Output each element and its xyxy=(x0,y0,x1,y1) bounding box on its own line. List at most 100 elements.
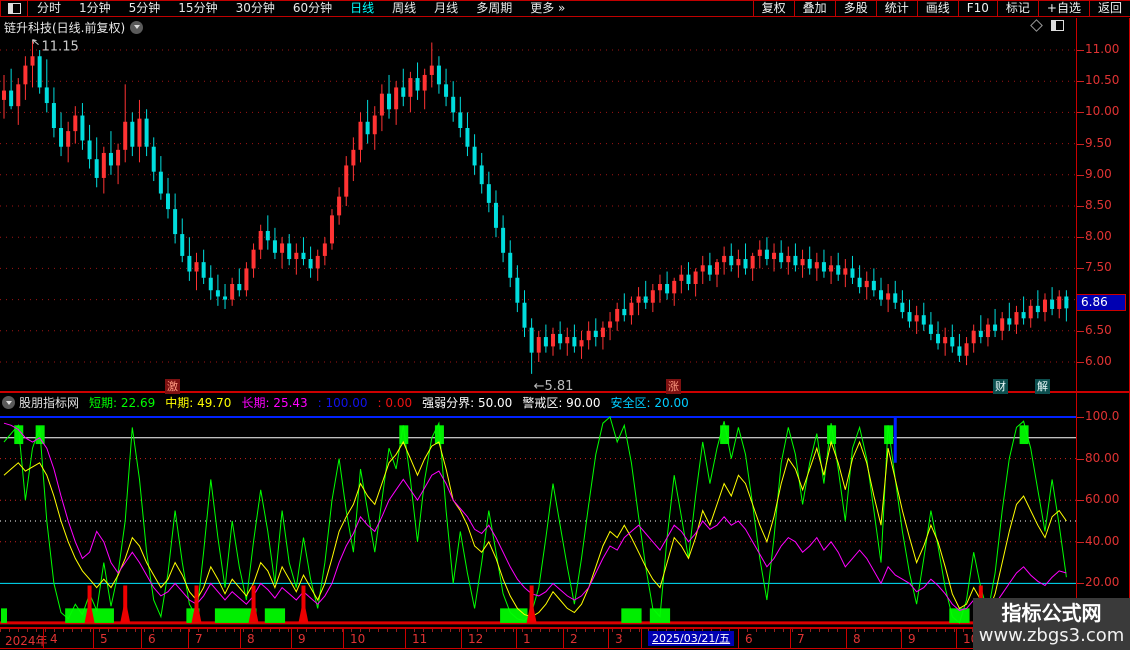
month-separator xyxy=(641,629,642,648)
price-tick xyxy=(1077,112,1084,114)
price-axis: 11.00 10.50 10.00 9.50 9.00 8.50 8.00 7.50 6.50 6… xyxy=(1076,18,1130,650)
timeline-label: 10 xyxy=(350,632,366,646)
timeline-label: 2024年 xyxy=(5,634,48,648)
panel-layout-icon[interactable] xyxy=(1051,20,1064,31)
watermark-title: 指标公式网 xyxy=(1001,601,1102,625)
tools-menu: 复权 叠加 多股 统计 画线 F10 标记 +自选 返回 xyxy=(752,1,1130,16)
indicator-axis-label: 100.0 xyxy=(1085,409,1120,423)
indicator-axis-label: 60.00 xyxy=(1085,492,1120,507)
tool-button[interactable]: 返回 xyxy=(1088,1,1130,16)
month-separator xyxy=(608,629,609,648)
timeline-label: 2 xyxy=(570,632,578,646)
indicator-param: 股朋指标网 xyxy=(19,396,80,410)
watermark-url: www.zbgs3.com xyxy=(978,625,1125,646)
tool-button[interactable]: 多股 xyxy=(834,1,876,16)
period-tab[interactable]: 1分钟 xyxy=(79,1,111,15)
indicator-tick xyxy=(1077,541,1084,543)
timeline-label: 3 xyxy=(615,632,623,646)
event-marker: 涨 xyxy=(666,379,681,394)
price-tick xyxy=(1077,237,1084,239)
tool-button[interactable]: F10 xyxy=(957,1,997,16)
tool-button[interactable]: +自选 xyxy=(1037,1,1089,16)
month-separator xyxy=(93,629,94,648)
indicator-param: : 0.00 xyxy=(377,395,413,410)
price-tick xyxy=(1077,143,1084,145)
period-menu: 分时 1分钟 5分钟 15分钟 30分钟 60分钟 日线 周线 月线 多周期 更多 » xyxy=(28,1,574,16)
month-separator xyxy=(43,629,44,648)
month-separator xyxy=(188,629,189,648)
collapse-chevron-icon[interactable] xyxy=(130,20,144,34)
month-separator xyxy=(846,629,847,648)
period-toolbar: 分时 1分钟 5分钟 15分钟 30分钟 60分钟 日线 周线 月线 多周期 更多 » 复权 叠加 多股… xyxy=(0,0,1130,17)
price-axis-label: 6.50 xyxy=(1085,322,1112,337)
indicator-axis-label: 80.00 xyxy=(1085,450,1120,465)
candlestick-chart[interactable]: 11.15 ←5.81 激 涨 财 解 xyxy=(0,36,1076,394)
price-axis-label: 6.00 xyxy=(1085,354,1112,368)
indicator-collapse-icon[interactable] xyxy=(2,396,15,409)
price-axis-label: 9.00 xyxy=(1085,166,1112,181)
indicator-param: 长期: 25.43 xyxy=(241,396,308,410)
price-axis-label: 10.00 xyxy=(1085,104,1120,119)
timeline-label: 8 xyxy=(853,632,861,646)
indicator-tick xyxy=(1077,417,1084,418)
timeline-label: 7 xyxy=(797,632,805,646)
watermark: 指标公式网 www.zbgs3.com xyxy=(973,598,1130,650)
period-tab[interactable]: 分时 xyxy=(37,1,62,15)
price-tick xyxy=(1077,330,1084,332)
split-window-icon xyxy=(7,3,21,14)
timeline-label: 5 xyxy=(100,632,108,646)
indicator-axis-label: 20.00 xyxy=(1085,575,1120,590)
time-axis-ticks xyxy=(0,629,1076,632)
period-tab[interactable]: 周线 xyxy=(392,1,417,15)
month-separator xyxy=(240,629,241,648)
month-separator xyxy=(405,629,406,648)
price-axis-label: 7.50 xyxy=(1085,260,1112,275)
split-window-button[interactable] xyxy=(0,1,28,16)
period-tab[interactable]: 更多 » xyxy=(530,1,566,15)
tool-button[interactable]: 复权 xyxy=(752,1,794,16)
month-separator xyxy=(141,629,142,648)
price-axis-label: 11.00 xyxy=(1085,42,1120,56)
timeline-label: 6 xyxy=(148,632,156,646)
month-separator xyxy=(790,629,791,648)
diamond-icon[interactable] xyxy=(1030,19,1043,32)
month-separator xyxy=(563,629,564,648)
title-bar: 链升科技(日线.前复权) xyxy=(0,18,1076,36)
tool-button[interactable]: 叠加 xyxy=(793,1,835,16)
price-axis-label: 8.00 xyxy=(1085,229,1112,244)
title-bar-icons xyxy=(1030,19,1064,32)
indicator-tick xyxy=(1077,583,1084,585)
svg-text:←5.81: ←5.81 xyxy=(534,379,574,392)
price-tick xyxy=(1077,50,1084,51)
indicator-param: : 100.00 xyxy=(317,395,368,410)
svg-text:11.15: 11.15 xyxy=(42,40,79,55)
selected-date-tag: 2025/03/21/五 xyxy=(648,631,735,646)
tool-button[interactable]: 画线 xyxy=(916,1,958,16)
timeline-label: 8 xyxy=(247,632,255,646)
panel-separator xyxy=(0,391,1130,393)
event-marker: 解 xyxy=(1035,379,1050,394)
month-separator xyxy=(956,629,957,648)
period-tab[interactable]: 多周期 xyxy=(476,1,513,15)
month-separator xyxy=(461,629,462,648)
indicator-header: 股朋指标网 短期: 22.69 中期: 49.70 长期: 25.43: 100.00… xyxy=(0,394,1076,411)
tool-button[interactable]: 统计 xyxy=(875,1,917,16)
period-tab[interactable]: 30分钟 xyxy=(235,1,275,15)
timeline-label: 12 xyxy=(468,632,484,646)
month-separator xyxy=(516,629,517,648)
timeline-label: 9 xyxy=(908,632,916,646)
timeline-label: 4 xyxy=(50,632,58,646)
indicator-param: 中期: 49.70 xyxy=(165,396,232,410)
price-tick xyxy=(1077,362,1084,363)
tool-button[interactable]: 标记 xyxy=(996,1,1038,16)
period-tab[interactable]: 60分钟 xyxy=(292,1,333,15)
indicator-chart[interactable] xyxy=(0,412,1076,628)
period-tab[interactable]: 日线 xyxy=(350,1,375,15)
period-tab[interactable]: 15分钟 xyxy=(178,1,218,15)
period-tab[interactable]: 5分钟 xyxy=(128,1,161,15)
month-separator xyxy=(738,629,739,648)
indicator-param: 强弱分界: 50.00 xyxy=(422,396,513,410)
time-axis: 2024年 4 5 6 7 8 9 10 11 12 1 2 3 2025/03/21/五 6 7 8 9 10 xyxy=(0,627,1076,649)
period-tab[interactable]: 月线 xyxy=(434,1,459,15)
